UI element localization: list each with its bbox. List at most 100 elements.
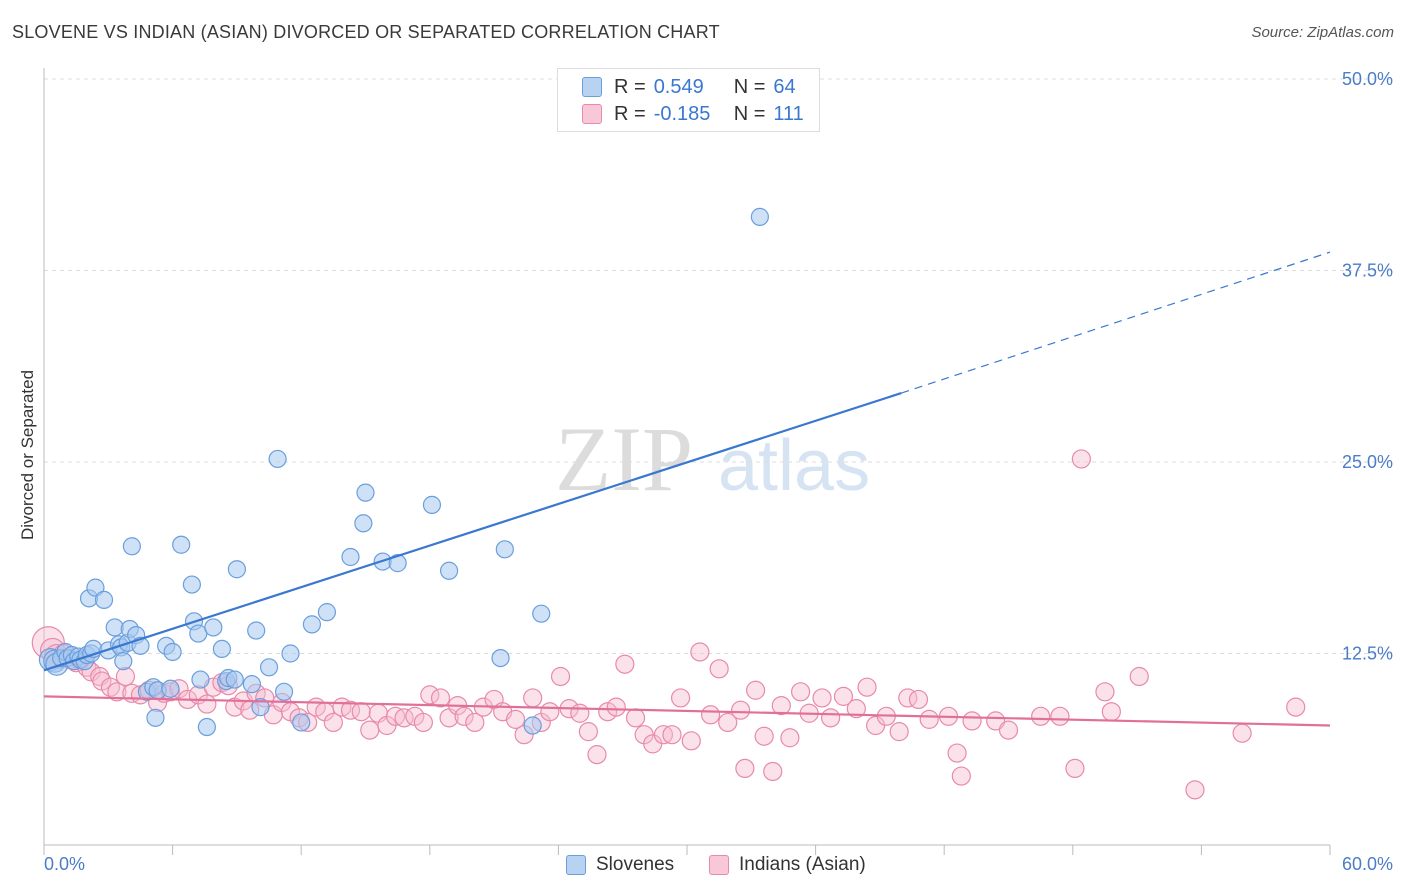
- indians-point: [587, 745, 607, 765]
- indians-point: [670, 688, 691, 708]
- indians-point: [1031, 706, 1051, 726]
- tick-labels: 12.5% 25.0% 37.5% 50.0% 0.0% 60.0%: [44, 69, 1393, 874]
- indians-point: [790, 682, 811, 702]
- indians-point: [360, 720, 380, 740]
- slovenes-point: [122, 537, 141, 556]
- indians-point: [681, 731, 701, 751]
- indians-point: [919, 709, 939, 729]
- legend-r-value-slovenes: 0.549: [653, 75, 704, 98]
- bottom-legend-slovenes: Slovenes: [566, 852, 674, 878]
- indians-point: [754, 726, 774, 746]
- indians-point: [745, 680, 766, 700]
- indians-point: [1101, 702, 1121, 722]
- indians-point: [951, 766, 971, 786]
- legend-swatch-slovenes: [582, 77, 602, 97]
- slovenes-point: [532, 604, 551, 623]
- indians-point: [625, 708, 646, 728]
- slovenes-point: [146, 708, 165, 727]
- axes: [43, 68, 1330, 846]
- indians-point: [690, 642, 710, 662]
- correlation-legend: R = 0.549 N = 64 R = -0.185 N = 111: [557, 68, 820, 132]
- slovenes-point: [242, 675, 262, 694]
- slovenes-point: [356, 483, 375, 502]
- slovenes-point: [750, 207, 769, 226]
- indians-point: [615, 654, 635, 674]
- source-label: Source: ZipAtlas.com: [1251, 24, 1394, 41]
- indians-point: [413, 712, 433, 733]
- slovenes-point: [281, 644, 300, 663]
- chart-title: SLOVENE VS INDIAN (ASIAN) DIVORCED OR SE…: [12, 22, 720, 42]
- slovenes-point: [227, 560, 246, 579]
- x-tick-label-min: 0.0%: [44, 854, 85, 874]
- indians-point: [718, 712, 738, 733]
- y-tick-label: 50.0%: [1342, 69, 1393, 89]
- slovenes-point: [274, 682, 294, 701]
- slovenes-point: [212, 639, 231, 659]
- slovenes-point: [354, 514, 373, 533]
- indians-point: [821, 708, 841, 728]
- y-tick-label: 12.5%: [1342, 644, 1393, 664]
- bottom-legend-indians: Indians (Asian): [709, 852, 866, 878]
- legend-r-value-indians: -0.185: [653, 102, 711, 125]
- indians-point: [889, 722, 909, 742]
- slovenes-point: [182, 575, 201, 594]
- slovenes-point: [302, 615, 322, 634]
- legend-n-label: N =: [733, 75, 766, 98]
- indians-point: [1286, 697, 1306, 717]
- indians-point: [351, 702, 371, 722]
- watermark: ZIP atlas: [555, 408, 870, 510]
- slovenes-point: [172, 535, 191, 554]
- slovenes-point: [259, 658, 279, 677]
- slovenes-point: [204, 618, 223, 637]
- watermark-zip: ZIP: [555, 408, 693, 510]
- legend-r-label: R =: [614, 102, 646, 125]
- slovenes-trend-line: [43, 392, 902, 672]
- indians-point: [540, 702, 560, 722]
- slovenes-point: [341, 547, 360, 567]
- indians-point: [998, 720, 1019, 740]
- trend-lines: [43, 251, 1331, 727]
- slovenes-point: [439, 561, 459, 580]
- slovenes-point: [495, 540, 514, 559]
- indians-point: [197, 694, 217, 714]
- slovenes-point: [197, 717, 216, 737]
- slovenes-point: [251, 698, 270, 717]
- legend-r-label: R =: [614, 75, 646, 98]
- indians-trend-line: [43, 695, 1331, 727]
- indians-point: [662, 725, 682, 745]
- indians-point: [430, 688, 451, 708]
- slovenes-point: [388, 554, 407, 573]
- y-tick-label: 37.5%: [1342, 261, 1393, 281]
- indians-point: [598, 702, 618, 722]
- slovenes-point: [191, 670, 210, 689]
- bottom-legend-label-slovenes: Slovenes: [596, 854, 675, 875]
- indians-point: [730, 700, 751, 720]
- indians-point: [947, 743, 967, 763]
- indians-point: [771, 695, 791, 716]
- y-tick-label: 25.0%: [1342, 452, 1393, 472]
- indians-point: [1232, 723, 1252, 743]
- indians-point: [323, 712, 343, 733]
- indians-point: [454, 706, 474, 726]
- legend-swatch-indians: [582, 104, 602, 124]
- indians-point: [420, 685, 440, 705]
- indians-point: [505, 709, 526, 729]
- indians-point: [763, 761, 783, 782]
- indians-point: [570, 703, 590, 723]
- indians-point: [523, 688, 543, 708]
- bottom-legend-swatch-indians: [709, 855, 729, 875]
- indians-point: [833, 686, 854, 706]
- legend-n-value-indians: 111: [773, 102, 804, 125]
- legend-n-label: N =: [733, 102, 766, 125]
- indians-point: [606, 697, 626, 717]
- bottom-legend-label-indians: Indians (Asian): [739, 854, 866, 875]
- slovenes-point: [491, 648, 510, 668]
- slovenes-point: [163, 642, 182, 662]
- indians-point: [115, 666, 136, 687]
- slovenes-point: [523, 716, 542, 735]
- bottom-legend-swatch-slovenes: [566, 855, 586, 875]
- indians-point: [578, 722, 599, 742]
- indians-point: [857, 677, 877, 697]
- indians-point: [780, 728, 800, 748]
